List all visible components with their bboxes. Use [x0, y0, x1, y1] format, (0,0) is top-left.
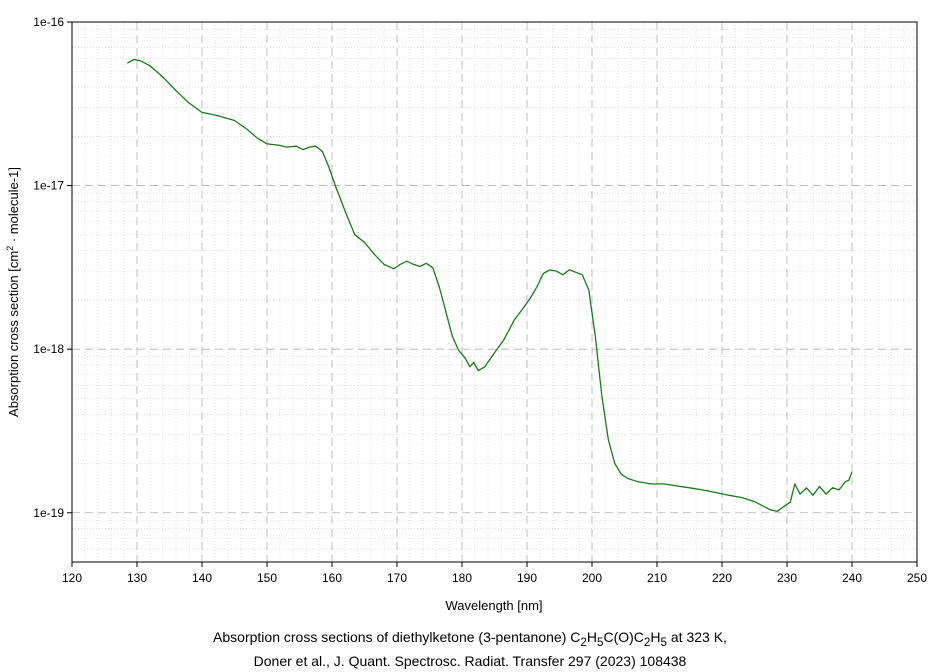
y-axis-title-part-2: · molecule-1]: [6, 167, 21, 246]
caption-subscript: 5: [596, 635, 604, 649]
spectrum-chart: 120 130 140 150 160 170 180 190 200 210 220 230 240 2…: [5, 15, 927, 613]
y-axis-title-part-1: Absorption cross section [cm: [6, 251, 21, 417]
y-tick-label: 1e-17: [33, 179, 64, 193]
x-tick-label: 200: [582, 571, 602, 585]
grid: [71, 21, 918, 563]
x-tick-label: 190: [517, 571, 537, 585]
y-tick-label: 1e-16: [33, 15, 64, 29]
caption-text: H: [650, 629, 661, 645]
x-tick-label: 140: [192, 571, 212, 585]
caption-line-2: Doner et al., J. Quant. Spectrosc. Radia…: [253, 653, 687, 669]
plot-frame: [71, 21, 918, 563]
x-tick-label: 130: [127, 571, 147, 585]
x-tick-label: 210: [647, 571, 667, 585]
x-tick-label: 170: [387, 571, 407, 585]
caption-subscript: 2: [643, 635, 651, 649]
caption-text: H: [586, 629, 597, 645]
x-tick-label: 240: [842, 571, 862, 585]
x-tick-label: 150: [257, 571, 277, 585]
plot-area: [72, 22, 917, 562]
caption-text: at 323 K,: [667, 629, 727, 645]
x-tick-label: 180: [452, 571, 472, 585]
x-axis-ticks: 120 130 140 150 160 170 180 190 200 210 220 230 240 2…: [62, 562, 927, 585]
caption-subscript: 5: [660, 635, 667, 649]
caption-line-1: Absorption cross sections of diethylketo…: [0, 627, 940, 653]
caption-subscript: 2: [580, 635, 587, 649]
y-tick-label: 1e-19: [33, 506, 64, 520]
y-tick-label: 1e-18: [33, 342, 64, 356]
x-tick-label: 250: [907, 571, 927, 585]
y-axis-ticks: 1e-16 1e-17 1e-18 1e-19: [33, 15, 72, 520]
x-tick-label: 120: [62, 571, 82, 585]
y-axis-title: Absorption cross section [cm2 · molecule…: [5, 167, 21, 417]
series-line: [126, 58, 853, 512]
y-axis-title-superscript: 2: [5, 246, 15, 251]
caption-text: C(O)C: [603, 629, 644, 645]
caption-text: Absorption cross sections of diethylketo…: [213, 629, 581, 645]
x-tick-label: 160: [322, 571, 342, 585]
x-tick-label: 220: [712, 571, 732, 585]
x-axis-title: Wavelength [nm]: [445, 598, 542, 613]
x-tick-label: 230: [777, 571, 797, 585]
